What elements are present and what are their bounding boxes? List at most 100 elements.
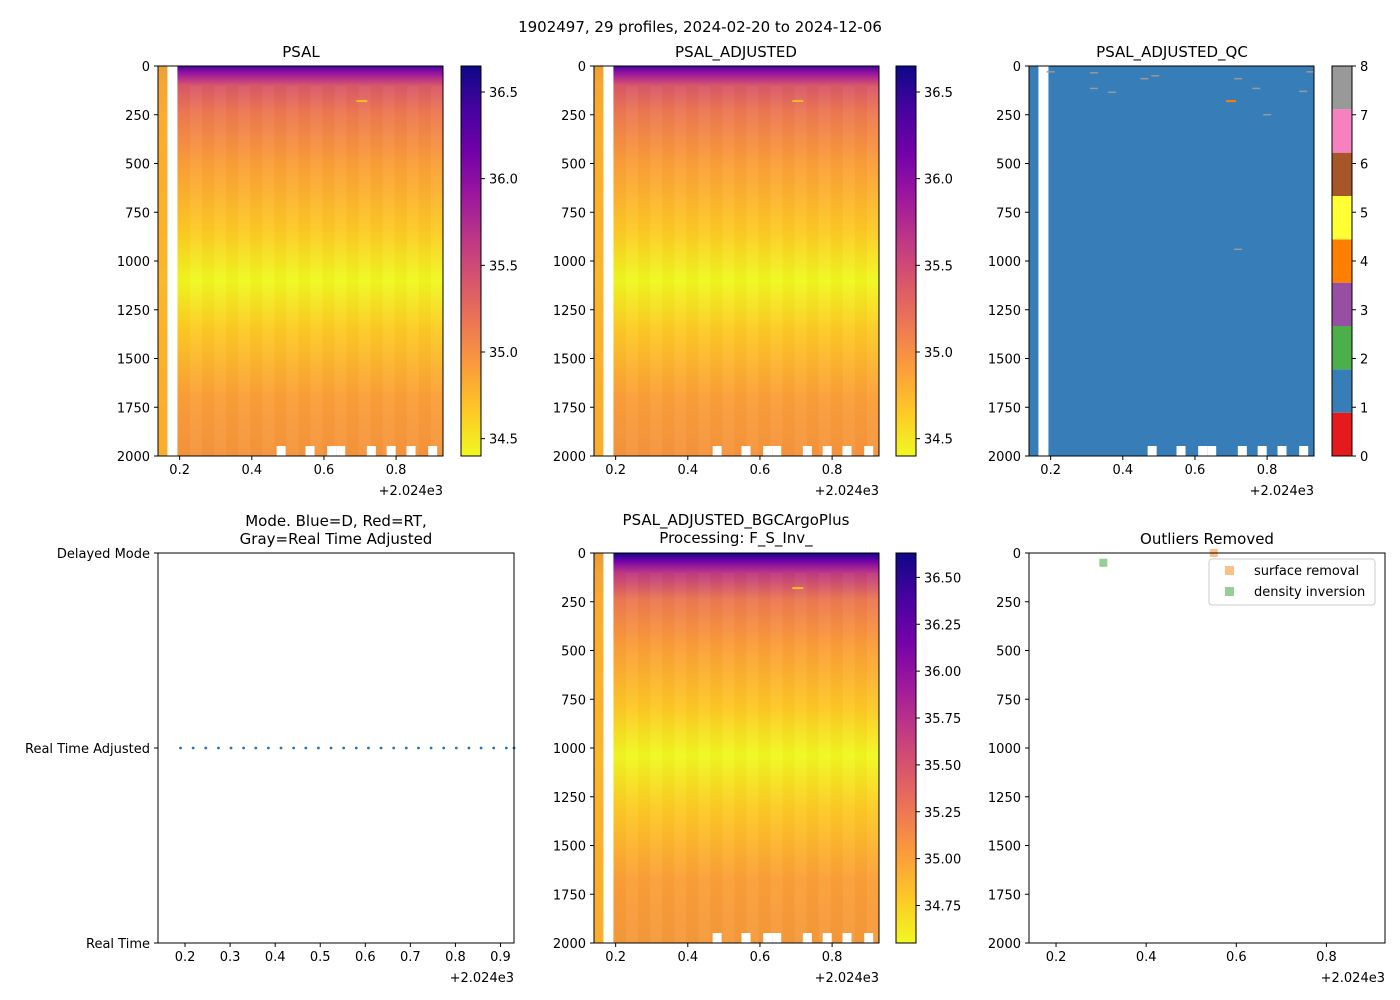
deep-gap-5 [822, 446, 832, 456]
colorbar-tick-label-4: 35.75 [924, 712, 961, 727]
panel-bgc: PSAL_ADJUSTED_BGCArgoPlus Processing: F_… [553, 511, 961, 986]
colorbar-tick-label-5: 36.00 [924, 665, 961, 680]
axes-frame [593, 65, 880, 457]
colorbar-tick-label-6: 6 [1360, 158, 1368, 173]
panel-bgc-title-line2: Processing: F_S_Inv_ [659, 529, 813, 548]
profile-column-17 [819, 573, 831, 943]
profile-column-3 [214, 86, 226, 456]
y-tick-label-6: 1500 [553, 840, 586, 855]
colorbar-tick-label-1: 35.0 [924, 346, 953, 361]
deep-gap-4 [802, 446, 812, 456]
profile-column-17 [383, 86, 395, 456]
profile-column-7 [698, 86, 710, 456]
mode-point-12 [329, 746, 333, 750]
profile-column-18 [831, 86, 843, 456]
mode-point-6 [254, 746, 258, 750]
density-inversion-point-0 [1099, 558, 1108, 567]
panel-mode-x-offset: +2.024e3 [450, 971, 514, 986]
panel-outliers-title: Outliers Removed [1140, 530, 1274, 548]
y-tick-label-0: Delayed Mode [57, 547, 150, 562]
profile-column-13 [771, 573, 783, 943]
deep-gap-5 [386, 446, 396, 456]
mode-point-22 [454, 746, 458, 750]
x-tick-label-0: 0.2 [605, 463, 626, 478]
y-tick-label-7: 1750 [553, 401, 586, 416]
x-tick-label-1: 0.4 [677, 950, 698, 965]
y-tick-label-6: 1500 [988, 353, 1021, 368]
qc-field [1029, 66, 1314, 456]
deep-gap-4 [1237, 446, 1247, 456]
y-tick-label-1: 250 [125, 109, 150, 124]
mode-point-21 [442, 746, 446, 750]
y-tick-label-0: 0 [142, 60, 150, 75]
profile-column-21 [867, 573, 879, 943]
legend-frame [1208, 558, 1376, 606]
mode-point-24 [479, 746, 483, 750]
profile-column-5 [674, 86, 686, 456]
y-tick-label-4: 1000 [553, 742, 586, 757]
colorbar-frame [895, 65, 917, 457]
x-tick-label-5: 0.7 [400, 950, 421, 965]
figure-title: 1902497, 29 profiles, 2024-02-20 to 2024… [518, 18, 882, 36]
panel-bgc-axes: 0.2 0.4 0.6 0.8 0 250 500 750 1000 1250 1500 1750 20… [553, 547, 880, 965]
profile-column-8 [710, 573, 722, 943]
y-tick-label-1: 250 [996, 109, 1021, 124]
mode-point-25 [492, 746, 496, 750]
axes-frame [157, 552, 515, 944]
y-tick-label-5: 1250 [553, 791, 586, 806]
panel-mode-title-line1: Mode. Blue=D, Red=RT, [245, 512, 427, 530]
deep-gap-7 [864, 933, 874, 943]
axes-frame [593, 552, 880, 944]
x-tick-label-2: 0.6 [314, 463, 335, 478]
qc-colorbar-segment-8 [1332, 66, 1352, 110]
profile-column-9 [722, 86, 734, 456]
profile-column-8 [710, 86, 722, 456]
profile-column-19 [843, 573, 855, 943]
mode-point-16 [379, 746, 383, 750]
deep-gap-3 [772, 933, 782, 943]
profile-column-10 [298, 86, 310, 456]
panel-psal-qc-title: PSAL_ADJUSTED_QC [1096, 43, 1248, 62]
mode-point-0 [179, 746, 182, 750]
profile-column-1 [190, 86, 202, 456]
panel-outliers: Outliers Removed 0.2 0.4 0.6 0.8 0 250 500 750 1… [988, 530, 1386, 986]
deep-gap-3 [772, 446, 782, 456]
colorbar-tick-label-3: 3 [1360, 304, 1368, 319]
profile-column-6 [686, 573, 698, 943]
y-tick-label-3: 750 [996, 206, 1021, 221]
profile-column-19 [843, 86, 855, 456]
profile-column-14 [347, 86, 359, 456]
y-tick-label-3: 750 [996, 693, 1021, 708]
colorbar-tick-label-4: 4 [1360, 255, 1368, 270]
x-tick-label-2: 0.6 [1226, 950, 1247, 965]
deep-gap-1 [741, 933, 751, 943]
deep-gap-5 [1257, 446, 1267, 456]
deep-gap-4 [366, 446, 376, 456]
deep-gap-7 [864, 446, 874, 456]
y-tick-label-8: 2000 [988, 937, 1021, 952]
mode-point-14 [354, 746, 358, 750]
profile-column-20 [419, 86, 431, 456]
mode-point-18 [404, 746, 408, 750]
mode-point-19 [417, 746, 420, 750]
y-tick-label-0: 0 [578, 60, 586, 75]
deep-gap-5 [822, 933, 832, 943]
colorbar-fill [896, 66, 916, 456]
panel-psal-colorbar: 34.5 35.0 35.5 36.0 36.5 [460, 65, 518, 457]
mode-point-4 [229, 746, 233, 750]
profile-column-14 [783, 86, 795, 456]
mode-point-15 [367, 746, 370, 750]
profile-column-20 [855, 86, 867, 456]
deep-gap-6 [1277, 446, 1287, 456]
y-tick-label-6: 1500 [988, 840, 1021, 855]
profile-column-6 [686, 86, 698, 456]
panel-psal-qc-colorbar: 0 1 2 3 4 5 6 7 8 [1331, 60, 1368, 465]
mode-point-1 [191, 746, 195, 750]
profile-column-12 [323, 86, 335, 456]
profile-column-12 [759, 86, 771, 456]
first-profile-column [158, 66, 168, 456]
deep-gap-1 [741, 446, 751, 456]
axes-frame [1028, 552, 1386, 944]
colorbar-tick-label-2: 35.5 [489, 259, 518, 274]
